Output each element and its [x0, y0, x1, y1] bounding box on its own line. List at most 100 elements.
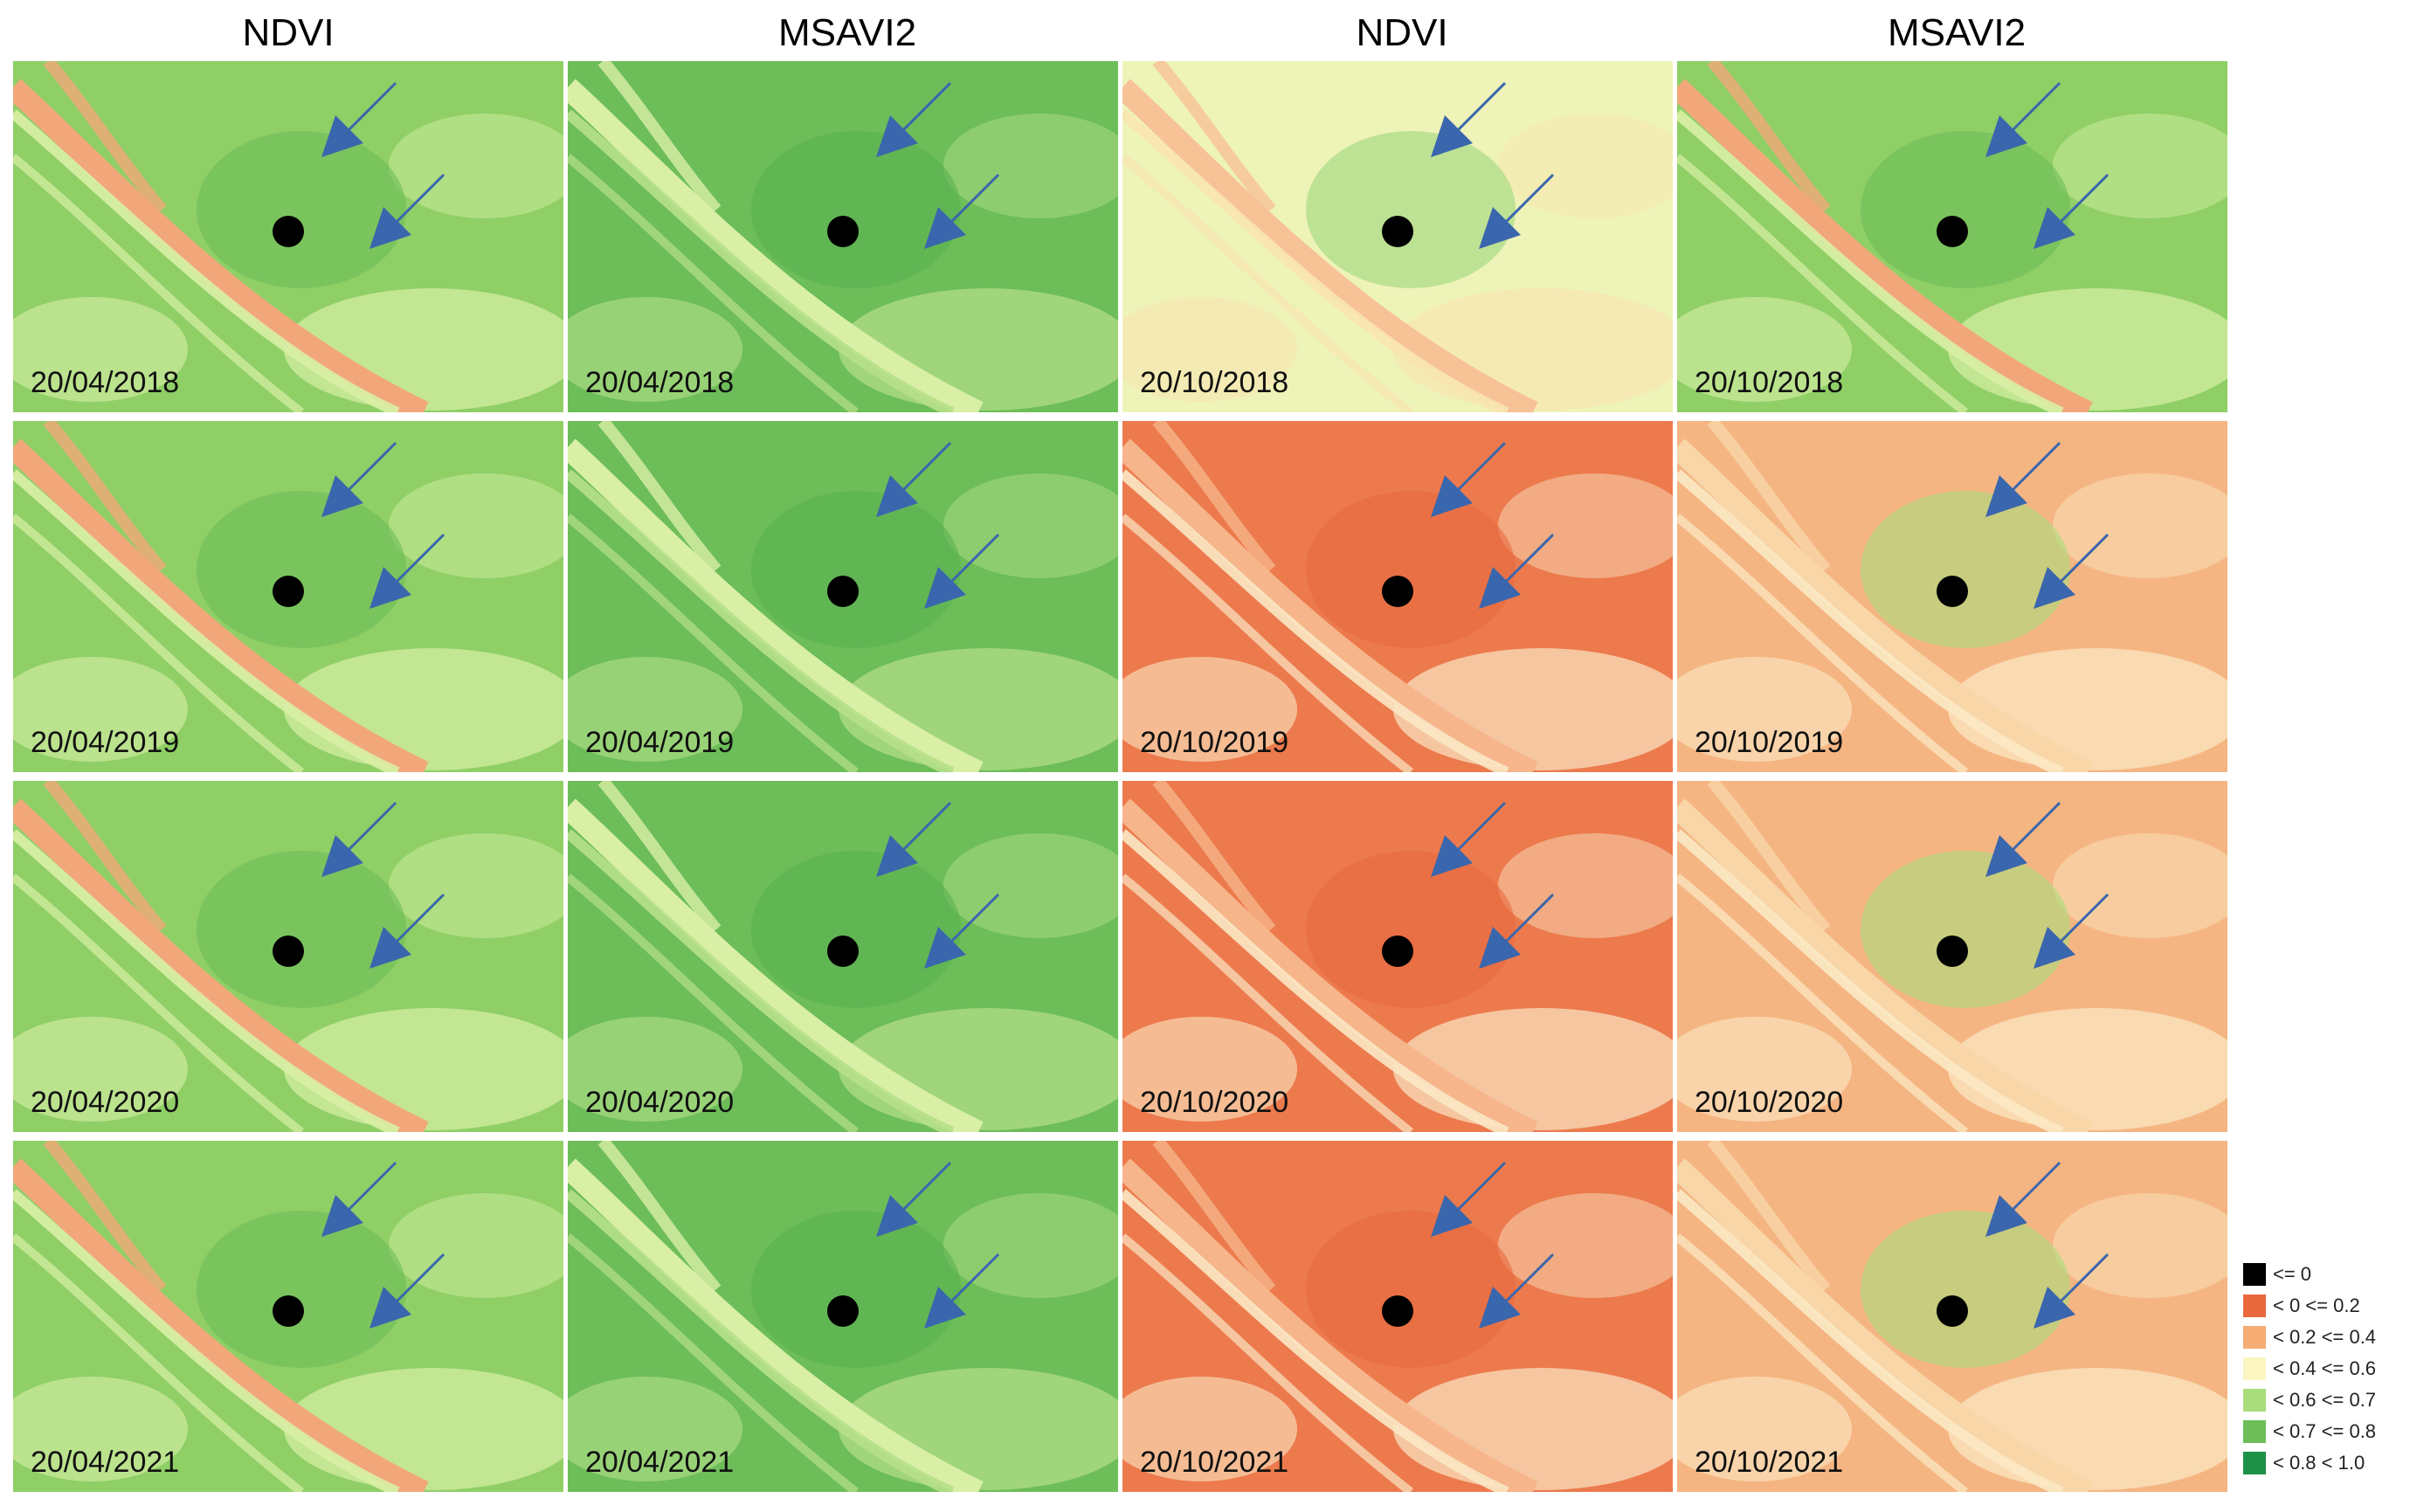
arrow-east-icon	[2034, 893, 2110, 969]
map-panel-msavi2-20-04-2018: 20/04/2018	[568, 61, 1118, 412]
column-header-msavi2-october: MSAVI2	[1887, 11, 2027, 54]
legend-label: < 0.6 <= 0.7	[2273, 1389, 2377, 1411]
site-marker	[273, 1295, 304, 1327]
arrow-east-icon	[924, 1253, 1000, 1329]
legend-entry: < 0.7 <= 0.8	[2238, 1415, 2404, 1446]
site-marker	[827, 1295, 859, 1327]
arrow-east-icon	[924, 893, 1000, 969]
site-marker	[273, 936, 304, 967]
site-marker	[1382, 1295, 1413, 1327]
legend-swatch	[2243, 1357, 2266, 1380]
arrow-north-icon	[876, 801, 952, 877]
legend-entry: < 0.4 <= 0.6	[2238, 1352, 2404, 1384]
vegetation-index-map	[568, 61, 1118, 412]
panel-date-label: 20/04/2018	[585, 366, 735, 399]
panel-date-label: 20/10/2019	[1695, 726, 1844, 759]
vegetation-index-map	[1122, 61, 1673, 412]
panel-date-label: 20/10/2020	[1140, 1086, 1289, 1119]
map-panel-ndvi-20-10-2021: 20/10/2021	[1122, 1141, 1673, 1492]
panel-date-label: 20/04/2019	[585, 726, 735, 759]
panel-date-label: 20/10/2019	[1140, 726, 1289, 759]
arrow-north-icon	[1431, 441, 1507, 517]
panel-date-label: 20/04/2020	[31, 1086, 180, 1119]
legend-label: < 0.7 <= 0.8	[2273, 1420, 2377, 1442]
vegetation-index-map	[1677, 421, 2227, 772]
panel-date-label: 20/04/2021	[31, 1446, 180, 1479]
arrow-east-icon	[369, 893, 445, 969]
panel-date-label: 20/04/2021	[585, 1446, 735, 1479]
column-header-msavi2-april: MSAVI2	[777, 11, 917, 54]
legend-swatch	[2243, 1420, 2266, 1443]
site-marker	[827, 216, 859, 247]
arrow-north-icon	[876, 1161, 952, 1237]
arrow-north-icon	[1431, 81, 1507, 157]
vegetation-index-map	[1677, 781, 2227, 1132]
legend-label: <= 0	[2273, 1263, 2312, 1285]
arrow-north-icon	[1985, 81, 2061, 157]
arrow-east-icon	[1479, 173, 1555, 249]
arrow-east-icon	[369, 1253, 445, 1329]
panel-date-label: 20/04/2020	[585, 1086, 735, 1119]
map-panel-ndvi-20-10-2020: 20/10/2020	[1122, 781, 1673, 1132]
arrow-east-icon	[2034, 1253, 2110, 1329]
site-marker	[1937, 216, 1968, 247]
legend-label: < 0.2 <= 0.4	[2273, 1326, 2377, 1348]
map-panel-ndvi-20-10-2018: 20/10/2018	[1122, 61, 1673, 412]
legend-label: < 0.8 < 1.0	[2273, 1452, 2365, 1474]
panel-date-label: 20/10/2018	[1695, 366, 1844, 399]
legend-swatch	[2243, 1326, 2266, 1349]
panel-date-label: 20/10/2021	[1695, 1446, 1844, 1479]
map-panel-ndvi-20-04-2019: 20/04/2019	[13, 421, 563, 772]
arrow-east-icon	[924, 533, 1000, 609]
arrow-north-icon	[1431, 1161, 1507, 1237]
vegetation-index-map	[1122, 421, 1673, 772]
legend-swatch	[2243, 1263, 2266, 1286]
vegetation-index-map	[1677, 61, 2227, 412]
arrow-east-icon	[2034, 533, 2110, 609]
legend-entry: < 0 <= 0.2	[2238, 1289, 2404, 1321]
panel-date-label: 20/04/2018	[31, 366, 180, 399]
site-marker	[273, 216, 304, 247]
site-marker	[1382, 216, 1413, 247]
legend-swatch	[2243, 1295, 2266, 1317]
site-marker	[827, 576, 859, 607]
legend-entry: <= 0	[2238, 1258, 2404, 1289]
arrow-north-icon	[1431, 801, 1507, 877]
vegetation-index-map	[13, 1141, 563, 1492]
vegetation-index-map	[568, 781, 1118, 1132]
column-header-ndvi-april: NDVI	[242, 11, 335, 54]
panel-date-label: 20/10/2018	[1140, 366, 1289, 399]
arrow-north-icon	[1985, 801, 2061, 877]
arrow-north-icon	[321, 81, 397, 157]
arrow-east-icon	[1479, 1253, 1555, 1329]
panel-date-label: 20/04/2019	[31, 726, 180, 759]
legend-label: < 0.4 <= 0.6	[2273, 1357, 2377, 1379]
arrow-east-icon	[1479, 533, 1555, 609]
vegetation-index-map	[1677, 1141, 2227, 1492]
arrow-east-icon	[369, 533, 445, 609]
arrow-north-icon	[321, 441, 397, 517]
site-marker	[273, 576, 304, 607]
arrow-north-icon	[876, 441, 952, 517]
map-panel-msavi2-20-10-2020: 20/10/2020	[1677, 781, 2227, 1132]
arrow-north-icon	[876, 81, 952, 157]
site-marker	[827, 936, 859, 967]
vegetation-index-map	[568, 421, 1118, 772]
map-panel-msavi2-20-04-2019: 20/04/2019	[568, 421, 1118, 772]
vegetation-index-map	[1122, 781, 1673, 1132]
map-panel-msavi2-20-10-2019: 20/10/2019	[1677, 421, 2227, 772]
site-marker	[1937, 576, 1968, 607]
arrow-north-icon	[1985, 1161, 2061, 1237]
panel-date-label: 20/10/2020	[1695, 1086, 1844, 1119]
vegetation-index-map	[13, 781, 563, 1132]
arrow-north-icon	[321, 1161, 397, 1237]
map-panel-ndvi-20-04-2020: 20/04/2020	[13, 781, 563, 1132]
column-header-ndvi-october: NDVI	[1356, 11, 1448, 54]
arrow-north-icon	[321, 801, 397, 877]
panel-date-label: 20/10/2021	[1140, 1446, 1289, 1479]
arrow-east-icon	[1479, 893, 1555, 969]
site-marker	[1937, 936, 1968, 967]
map-panel-msavi2-20-10-2018: 20/10/2018	[1677, 61, 2227, 412]
site-marker	[1382, 936, 1413, 967]
vegetation-index-map	[1122, 1141, 1673, 1492]
